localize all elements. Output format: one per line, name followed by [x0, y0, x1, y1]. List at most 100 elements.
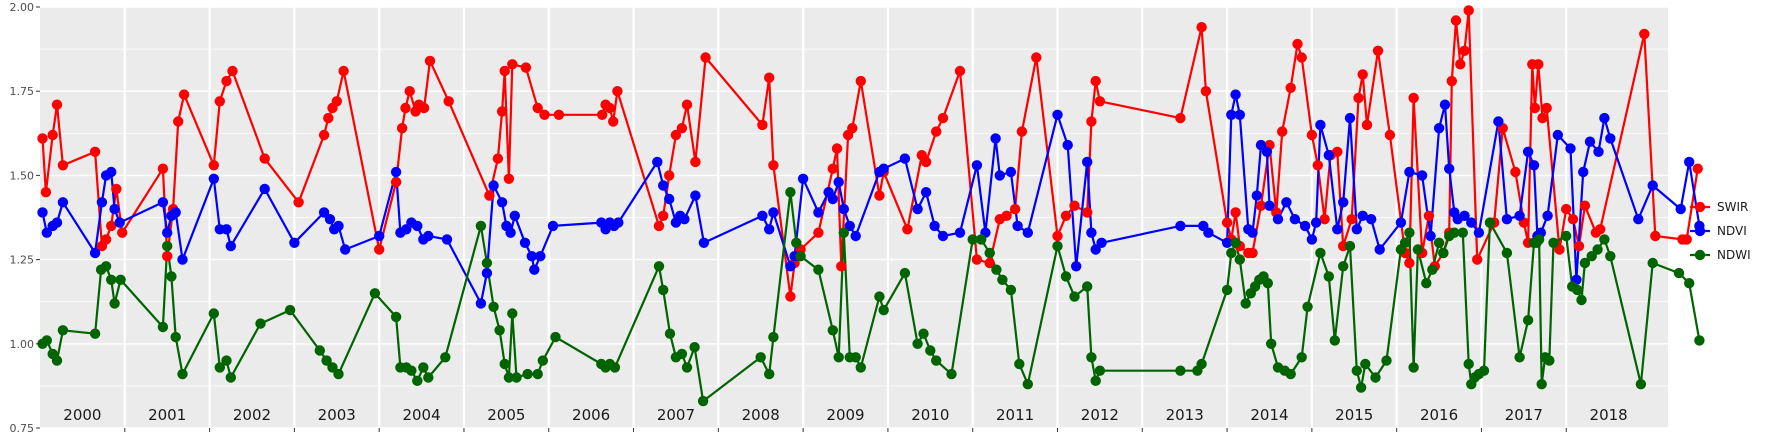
- data-point-ndwi: [314, 345, 325, 356]
- data-point-swir: [1561, 203, 1572, 215]
- y-tick-label: 1.50: [10, 169, 35, 182]
- data-point-ndwi: [89, 328, 101, 339]
- data-point-ndvi: [106, 166, 117, 178]
- data-point-ndvi: [844, 220, 855, 232]
- data-point-swir: [499, 65, 510, 77]
- data-point-swir: [178, 89, 190, 100]
- data-point-ndwi: [440, 352, 451, 363]
- data-point-swir: [1001, 210, 1012, 221]
- data-point-ndwi: [537, 355, 548, 366]
- data-point-ndvi: [1005, 166, 1017, 178]
- y-tick-label: 1.75: [10, 85, 35, 98]
- data-point-ndvi: [1323, 150, 1335, 161]
- data-point-ndwi: [166, 271, 177, 282]
- year-label: 2007: [657, 406, 695, 424]
- data-point-ndvi: [333, 220, 344, 232]
- data-point-ndwi: [475, 220, 487, 232]
- data-point-ndvi: [1647, 180, 1658, 191]
- year-label: 2001: [148, 406, 186, 424]
- data-point-ndvi: [1062, 139, 1073, 151]
- data-point-ndwi: [1094, 365, 1106, 376]
- data-point-ndvi: [1175, 220, 1186, 232]
- year-label: 2003: [318, 406, 356, 424]
- data-point-ndwi: [813, 264, 824, 275]
- data-point-ndwi: [1344, 240, 1356, 252]
- data-point-ndwi: [423, 372, 434, 383]
- data-point-ndwi: [390, 311, 402, 323]
- data-point-swir: [1200, 86, 1212, 97]
- data-point-ndwi: [1533, 234, 1545, 245]
- data-point-swir: [1094, 96, 1106, 107]
- data-point-ndwi: [967, 234, 978, 245]
- data-point-swir: [597, 109, 608, 121]
- data-point-ndvi: [937, 230, 949, 242]
- data-point-ndvi: [1234, 109, 1246, 121]
- data-point-ndwi: [1572, 284, 1583, 296]
- data-point-ndvi: [526, 251, 537, 262]
- data-point-ndwi: [1421, 278, 1432, 289]
- data-point-ndvi: [1086, 227, 1097, 238]
- data-point-ndwi: [1427, 264, 1438, 275]
- data-point-ndwi: [984, 247, 995, 259]
- data-point-ndvi: [1261, 146, 1273, 157]
- data-point-ndwi: [1296, 352, 1307, 363]
- data-point-ndwi: [1329, 335, 1341, 346]
- data-point-ndvi: [1578, 166, 1589, 178]
- data-point-ndvi: [1374, 244, 1385, 255]
- data-point-swir: [173, 116, 184, 127]
- data-point-ndwi: [791, 237, 802, 248]
- data-point-swir: [100, 234, 112, 245]
- data-point-swir: [700, 52, 711, 63]
- data-point-ndwi: [1060, 271, 1072, 282]
- data-point-swir: [1384, 129, 1396, 141]
- data-point-ndvi: [652, 156, 663, 168]
- data-point-swir: [1650, 230, 1661, 242]
- data-point-ndvi: [613, 217, 624, 228]
- data-point-ndwi: [494, 325, 505, 336]
- data-point-ndvi: [1082, 156, 1093, 168]
- data-point-ndwi: [785, 187, 796, 198]
- data-point-ndvi: [1255, 139, 1267, 151]
- data-point-ndvi: [488, 180, 499, 191]
- data-point-ndvi: [1501, 214, 1513, 225]
- data-point-ndwi: [170, 331, 181, 343]
- data-point-ndvi: [57, 197, 69, 208]
- data-point-swir: [971, 254, 983, 265]
- year-label: 2015: [1335, 406, 1373, 424]
- data-point-ndvi: [547, 220, 559, 232]
- data-point-ndvi: [1289, 214, 1301, 225]
- data-point-ndwi: [991, 264, 1002, 275]
- data-point-swir: [57, 160, 69, 171]
- data-point-ndwi: [1536, 379, 1547, 390]
- data-point-swir: [1255, 200, 1267, 211]
- data-point-ndvi: [929, 220, 940, 232]
- data-point-swir: [404, 86, 415, 97]
- data-point-ndvi: [1493, 116, 1504, 127]
- data-point-ndwi: [488, 301, 499, 312]
- data-point-ndvi: [412, 220, 423, 232]
- data-point-swir: [1463, 5, 1474, 16]
- data-point-ndwi: [1514, 352, 1525, 363]
- data-point-swir: [37, 133, 48, 144]
- data-point-swir: [1372, 45, 1384, 56]
- data-point-swir: [604, 102, 615, 114]
- data-point-ndwi: [658, 284, 669, 296]
- data-point-swir: [757, 119, 768, 131]
- data-point-ndwi: [100, 261, 112, 272]
- data-point-ndvi: [850, 230, 861, 242]
- data-point-swir: [1196, 22, 1207, 33]
- data-point-ndwi: [1022, 379, 1033, 390]
- year-label: 2002: [233, 406, 271, 424]
- data-point-ndwi: [653, 261, 665, 272]
- data-point-swir: [492, 153, 504, 164]
- data-point-swir: [331, 96, 342, 107]
- data-point-swir: [690, 156, 701, 168]
- data-point-ndwi: [1592, 244, 1603, 255]
- data-point-swir: [323, 112, 334, 124]
- data-point-ndwi: [1635, 379, 1647, 390]
- data-point-swir: [1446, 75, 1458, 87]
- data-point-ndvi: [496, 197, 508, 208]
- data-point-swir: [111, 183, 122, 195]
- data-point-ndwi: [1069, 291, 1080, 302]
